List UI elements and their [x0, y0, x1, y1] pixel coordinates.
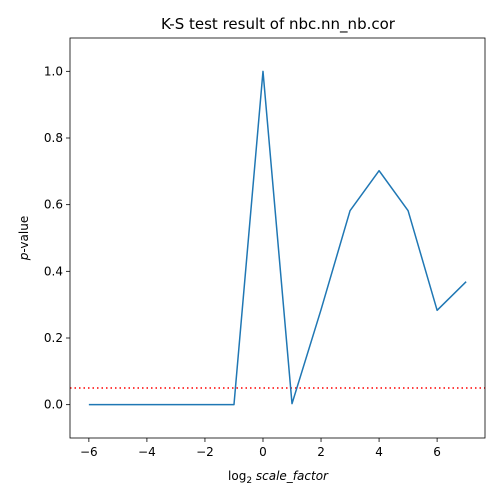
y-tick-label: 0.6 — [44, 198, 63, 212]
y-axis-label: p-value — [17, 216, 31, 261]
y-tick-label: 0.8 — [44, 131, 63, 145]
x-axis-label-variable: scale_factor — [256, 469, 329, 483]
x-tick-label: −6 — [80, 445, 98, 459]
x-axis-label-subscript: 2 — [246, 476, 252, 486]
y-tick-label: 0.2 — [44, 331, 63, 345]
y-tick-label: 0.4 — [44, 264, 63, 278]
x-axis-label-prefix: log — [228, 469, 246, 483]
axes-frame — [69, 37, 486, 439]
y-tick-label: 1.0 — [44, 64, 63, 78]
x-tick-label: −4 — [138, 445, 156, 459]
plot-area: −6 −4 −2 0 2 4 6 0.0 0.2 0.4 0.6 0.8 1.0 — [44, 37, 486, 459]
x-tick-label: 0 — [259, 445, 267, 459]
x-tick-label: −2 — [196, 445, 214, 459]
series-line-0 — [88, 70, 467, 406]
x-axis-label: log2 scale_factor — [228, 469, 329, 486]
y-axis-label-suffix: -value — [17, 216, 31, 253]
x-tick-label: 6 — [433, 445, 441, 459]
y-axis-label-variable: p — [17, 252, 31, 261]
chart-title: K-S test result of nbc.nn_nb.cor — [161, 15, 396, 34]
x-tick-label: 4 — [375, 445, 383, 459]
y-tick-label: 0.0 — [44, 398, 63, 412]
x-tick-label: 2 — [317, 445, 325, 459]
